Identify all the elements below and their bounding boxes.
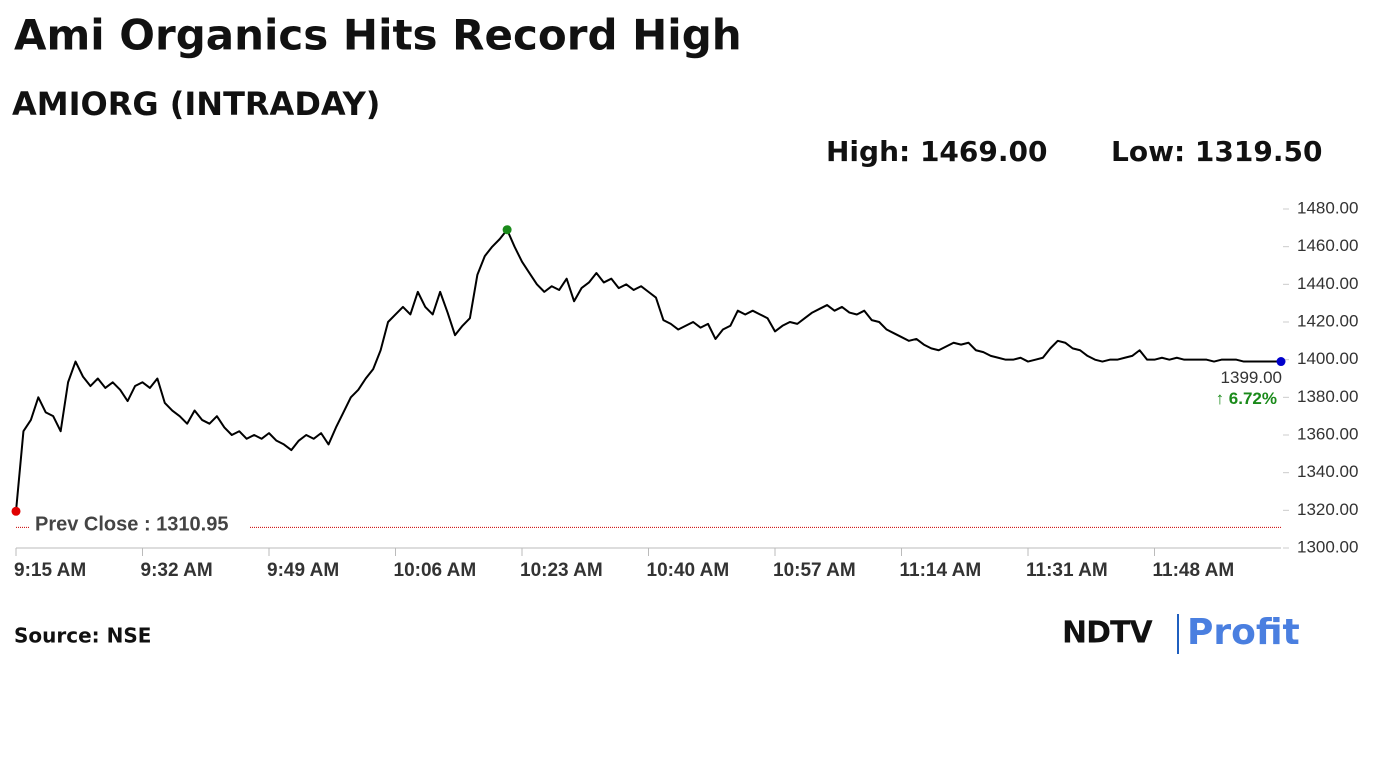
change-label: ↑ 6.72% [1216,389,1277,408]
high-marker [502,225,512,235]
y-tick-label: 1320.00 [1297,500,1358,519]
x-tick-label: 9:32 AM [141,560,213,581]
brand-profit: Profit [1187,612,1300,653]
low-stat: Low: 1319.50 [1111,135,1322,168]
end-marker [1276,357,1286,367]
x-tick-label: 11:48 AM [1153,560,1235,581]
x-tick-label: 10:40 AM [647,560,730,581]
y-tick-label: 1300.00 [1297,537,1358,556]
x-tick-label: 10:23 AM [520,560,603,581]
x-tick-label: 9:49 AM [267,560,339,581]
y-tick-label: 1420.00 [1297,311,1358,330]
brand-ndtv: NDTV [1062,616,1153,651]
x-tick-label: 11:14 AM [900,560,982,581]
high-stat: High: 1469.00 [826,135,1047,168]
start-marker [11,506,21,516]
price-line [15,228,1281,512]
prev-close-label: Prev Close : 1310.95 [35,514,228,536]
y-tick-label: 1440.00 [1297,274,1358,293]
y-tick-label: 1400.00 [1297,349,1358,368]
y-tick-label: 1380.00 [1297,387,1358,406]
x-tick-label: 9:15 AM [14,560,86,581]
last-value-label: 1399.00 [1221,368,1282,387]
chart-title: Ami Organics Hits Record High [14,11,742,60]
x-tick-label: 10:57 AM [773,560,856,581]
y-tick-label: 1360.00 [1297,424,1358,443]
y-tick-label: 1460.00 [1297,236,1358,255]
source: Source: NSE [14,624,151,648]
y-tick-label: 1480.00 [1297,198,1358,217]
chart-subtitle: AMIORG (INTRADAY) [12,85,380,123]
x-tick-label: 11:31 AM [1026,560,1108,581]
x-tick-label: 10:06 AM [394,560,477,581]
y-tick-label: 1340.00 [1297,462,1358,481]
